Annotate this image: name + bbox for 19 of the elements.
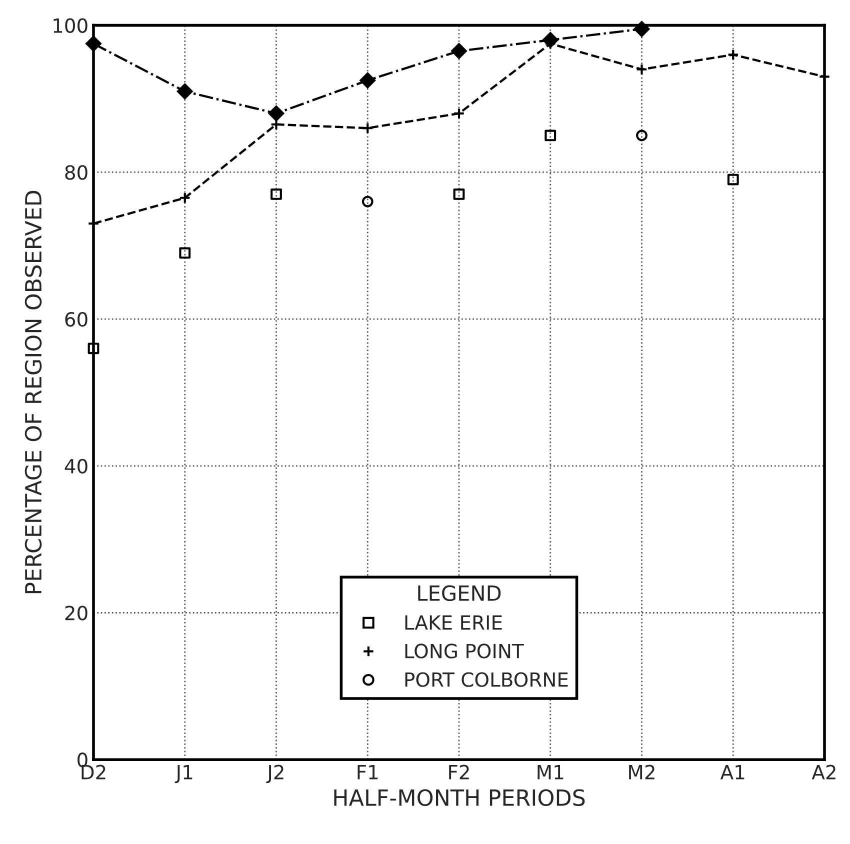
- x-tick-label: J1: [174, 765, 192, 784]
- x-tick-label: A1: [720, 765, 744, 780]
- x-tick-label: M2: [629, 764, 654, 780]
- legend-label: LAKE ERIE: [405, 615, 502, 630]
- x-tick-label: F2: [449, 764, 469, 780]
- x-axis-title: HALF-MONTH PERIODS: [334, 789, 585, 806]
- x-tick-label: A2: [812, 764, 836, 780]
- x-tick-label: M1: [538, 765, 564, 780]
- y-tick-label: 20: [65, 606, 88, 620]
- legend-label: LONG POINT: [405, 644, 524, 658]
- y-tick-label: 80: [65, 165, 88, 180]
- x-tick-label: J2: [266, 764, 284, 784]
- y-tick-label: 40: [64, 458, 88, 474]
- legend-title: LEGEND: [418, 585, 501, 602]
- y-tick-label: 100: [54, 18, 88, 33]
- y-tick-label: 60: [65, 312, 88, 327]
- legend-label: PORT COLBORNE: [405, 672, 568, 687]
- x-tick-label: F1: [358, 765, 378, 780]
- y-axis-title: PERCENTAGE OF REGION OBSERVED: [24, 190, 42, 594]
